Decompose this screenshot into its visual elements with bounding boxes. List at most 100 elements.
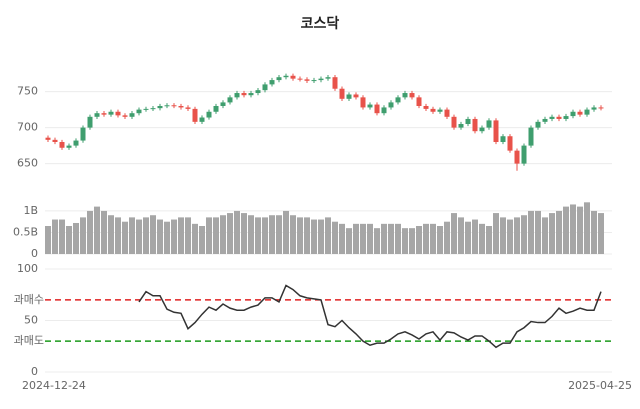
candle-body — [269, 80, 275, 85]
candle-body — [101, 113, 107, 115]
candle-body — [52, 139, 58, 142]
y-tick-label: 750 — [17, 85, 38, 98]
candle-body — [227, 97, 233, 103]
y-tick-label: 0 — [31, 247, 38, 260]
y-tick-label: 100 — [17, 262, 38, 275]
candle-body — [451, 116, 457, 128]
candle-body — [206, 111, 212, 118]
volume-bar — [52, 219, 58, 254]
volume-bar — [374, 228, 380, 254]
candle-body — [178, 106, 184, 108]
volume-bar — [465, 221, 471, 254]
volume-bar — [122, 221, 128, 254]
candle-body — [241, 93, 247, 96]
volume-bar — [339, 223, 345, 254]
candle-body — [591, 107, 597, 110]
candle-body — [87, 116, 93, 128]
volume-bar — [206, 217, 212, 254]
candle-body — [381, 107, 387, 114]
candle-body — [458, 124, 464, 128]
candle-body — [129, 113, 135, 117]
volume-bar — [45, 226, 51, 254]
candle-body — [136, 109, 142, 114]
candle-body — [171, 105, 177, 107]
candle-body — [143, 108, 149, 110]
volume-bar — [255, 217, 261, 254]
candle-body — [73, 140, 79, 146]
volume-bar — [542, 217, 548, 254]
candle-body — [570, 111, 576, 117]
volume-bar — [178, 217, 184, 254]
volume-bar — [150, 215, 156, 254]
candle-body — [402, 93, 408, 98]
volume-bar — [409, 228, 415, 254]
candle-body — [584, 109, 590, 115]
volume-bar — [108, 215, 114, 254]
volume-bar — [262, 217, 268, 254]
volume-bar — [528, 210, 534, 254]
volume-bar — [66, 226, 72, 254]
volume-bar — [500, 217, 506, 254]
y-tick-label: 50 — [24, 314, 38, 327]
volume-bar — [59, 219, 65, 254]
candle-body — [185, 107, 191, 109]
candle-body — [549, 116, 555, 119]
volume-bar — [185, 217, 191, 254]
candle-body — [157, 106, 163, 109]
volume-bar — [220, 215, 226, 254]
volume-bar — [353, 223, 359, 254]
candle-body — [409, 93, 415, 98]
candle-body — [598, 107, 604, 109]
candle-body — [507, 136, 513, 151]
candle-body — [423, 106, 429, 109]
candle-body — [122, 115, 128, 117]
y-tick-label: 1B — [23, 204, 38, 217]
volume-bar — [318, 219, 324, 254]
volume-bar — [248, 215, 254, 254]
candle-body — [388, 102, 394, 108]
volume-bar — [115, 217, 121, 254]
candle-body — [66, 145, 72, 148]
candle-body — [542, 118, 548, 122]
volume-bar — [136, 219, 142, 254]
volume-bar — [570, 204, 576, 254]
volume-bar — [143, 217, 149, 254]
volume-bar — [290, 215, 296, 254]
y-tick-label: 0 — [31, 365, 38, 378]
candle-body — [276, 77, 282, 81]
volume-bar — [437, 226, 443, 254]
volume-bar — [479, 223, 485, 254]
volume-bar — [549, 213, 555, 254]
candle-body — [297, 78, 303, 80]
volume-bar — [444, 221, 450, 254]
candle-body — [311, 80, 317, 82]
volume-bar — [430, 223, 436, 254]
candle-body — [430, 108, 436, 112]
candle-body — [416, 97, 422, 106]
candle-body — [325, 77, 331, 79]
volume-bar — [458, 217, 464, 254]
volume-bar — [486, 226, 492, 254]
candle-body — [290, 75, 296, 79]
volume-bar — [556, 210, 562, 254]
candle-body — [521, 145, 527, 164]
candle-body — [234, 93, 240, 98]
candle-body — [528, 127, 534, 146]
volume-bar — [234, 210, 240, 254]
candle-body — [472, 118, 478, 132]
volume-bar — [584, 202, 590, 254]
candle-body — [150, 108, 156, 110]
volume-bar — [276, 215, 282, 254]
candle-body — [514, 150, 520, 164]
candle-body — [353, 94, 359, 98]
volume-bar — [402, 228, 408, 254]
volume-bar — [395, 223, 401, 254]
volume-bar — [311, 219, 317, 254]
candle-body — [493, 120, 499, 142]
volume-bar — [213, 217, 219, 254]
candle-body — [535, 121, 541, 128]
candle-body — [220, 102, 226, 106]
x-tick-label: 2025-04-25 — [568, 379, 632, 392]
candle-body — [437, 109, 443, 112]
volume-bar — [157, 219, 163, 254]
